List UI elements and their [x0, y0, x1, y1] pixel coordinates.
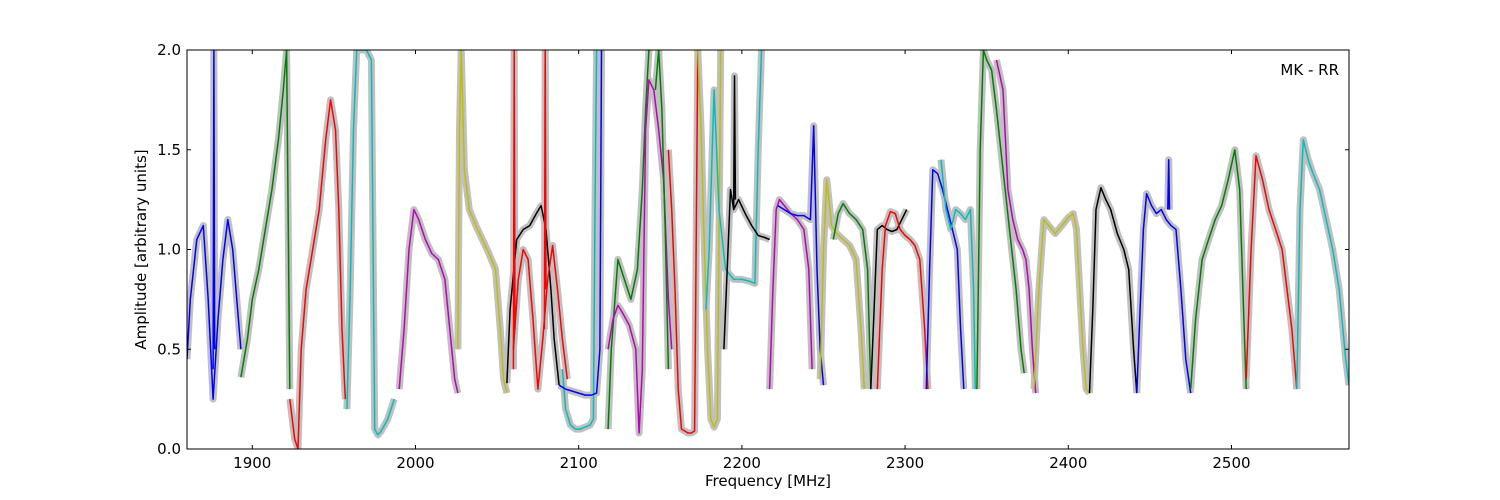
series-line-18 — [705, 50, 763, 310]
series-line-11 — [561, 50, 598, 430]
series-line-36 — [1245, 154, 1298, 390]
series-line-19 — [723, 188, 770, 350]
series-line-30 — [995, 59, 1037, 394]
ticks-layer: 1900 2000 2100 2200 2300 2400 2500 0.0 0.5 1.0 1.5… — [157, 41, 1349, 472]
series-line-2 — [240, 50, 291, 390]
background-envelope-layer — [187, 50, 1349, 449]
series-line-23 — [819, 178, 866, 390]
series-line-21 — [768, 198, 813, 390]
y-tick-label: 1.5 — [157, 141, 181, 159]
background-envelope-5 — [395, 206, 462, 394]
series-line-29 — [976, 50, 1025, 390]
y-tick-label: 2.0 — [157, 41, 181, 59]
background-envelope-6 — [454, 50, 511, 394]
series-line-37 — [1296, 139, 1349, 390]
series-line-16 — [667, 50, 699, 434]
series-line-10 — [543, 50, 547, 330]
series-line-20 — [732, 75, 737, 210]
background-envelope-35 — [1187, 146, 1250, 390]
series-line-33 — [1136, 192, 1192, 394]
x-axis-label: Frequency [MHz] — [705, 472, 831, 490]
series-line-4 — [346, 50, 396, 436]
y-axis-label: Amplitude [arbitrary units] — [132, 149, 150, 349]
series-line-25 — [870, 209, 908, 390]
y-tick-label: 0.5 — [157, 340, 181, 358]
series-line-5 — [398, 208, 459, 394]
series-line-15 — [654, 50, 670, 370]
background-envelope-33 — [1133, 190, 1195, 394]
series-line-22 — [777, 125, 825, 386]
x-tick-label: 2300 — [886, 454, 924, 472]
x-tick-label: 2100 — [560, 454, 598, 472]
panel-annotation: MK - RR — [1280, 61, 1339, 79]
series-line-6 — [457, 50, 508, 394]
series-line-34 — [1167, 158, 1171, 210]
x-tick-label: 2000 — [396, 454, 434, 472]
series-line-12 — [558, 50, 603, 396]
x-tick-label: 2500 — [1212, 454, 1250, 472]
series-line-17 — [697, 50, 722, 428]
background-envelope-30 — [993, 59, 1040, 394]
series-line-35 — [1189, 149, 1247, 390]
y-tick-label: 0.0 — [157, 440, 181, 458]
series-line-3 — [289, 99, 347, 449]
series-line-1 — [212, 50, 216, 370]
x-tick-label: 1900 — [233, 454, 271, 472]
series-line-14 — [607, 79, 673, 434]
series-line-32 — [1088, 186, 1138, 394]
series-line-26 — [876, 210, 929, 390]
y-tick-label: 1.0 — [157, 241, 181, 259]
series-line-9 — [512, 50, 516, 370]
x-tick-label: 2200 — [723, 454, 761, 472]
series-line-8 — [512, 244, 569, 390]
series-layer — [187, 50, 1349, 449]
background-envelope-19 — [720, 186, 771, 350]
series-line-31 — [1033, 212, 1091, 394]
x-tick-label: 2400 — [1049, 454, 1087, 472]
series-line-24 — [832, 202, 872, 390]
series-line-0 — [187, 218, 242, 400]
series-line-28 — [940, 159, 977, 390]
background-envelope-37 — [1293, 136, 1349, 390]
